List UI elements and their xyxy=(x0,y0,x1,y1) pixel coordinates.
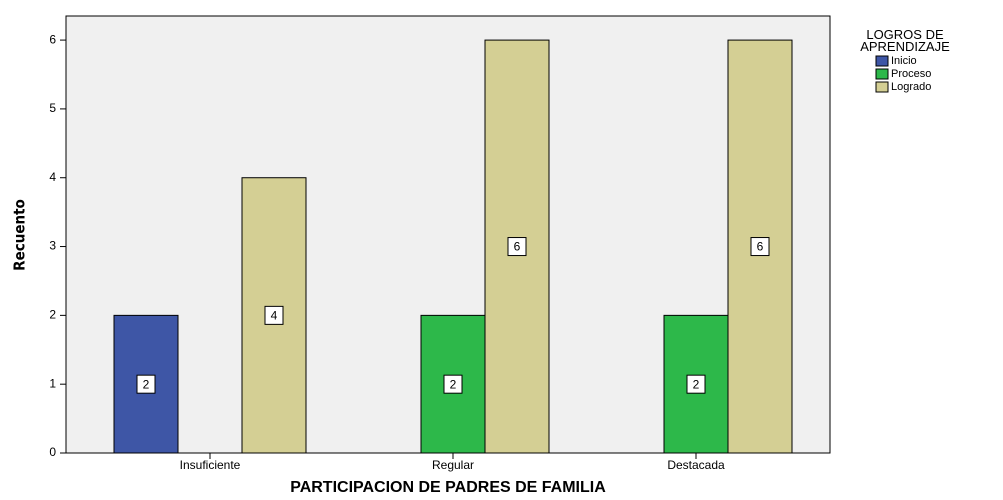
y-tick-label: 4 xyxy=(49,170,56,184)
legend-swatch xyxy=(875,81,889,93)
legend-label: Inicio xyxy=(891,55,917,67)
x-axis-title: PARTICIPACION DE PADRES DE FAMILIA xyxy=(290,479,606,496)
y-tick-label: 1 xyxy=(49,376,56,390)
legend-label: Proceso xyxy=(891,68,931,80)
value-label-box xyxy=(136,374,156,394)
y-tick-label: 0 xyxy=(49,445,56,459)
x-tick-label: Regular xyxy=(432,458,474,472)
y-tick-label: 6 xyxy=(49,32,56,46)
x-tick-label: Destacada xyxy=(667,458,725,472)
value-label: 2 xyxy=(143,377,150,391)
legend-swatch xyxy=(875,55,889,67)
x-tick-label: Insuficiente xyxy=(180,458,241,472)
value-label: 6 xyxy=(514,240,521,254)
legend-swatch xyxy=(875,68,889,80)
value-label: 6 xyxy=(757,240,764,254)
y-axis-title: Recuento xyxy=(11,199,29,271)
y-tick-label: 3 xyxy=(49,239,56,253)
legend-label: Logrado xyxy=(891,81,931,93)
y-tick-label: 5 xyxy=(49,101,56,115)
value-label: 2 xyxy=(693,377,700,391)
value-label-box xyxy=(264,305,284,325)
legend-title: LOGROS DE APRENDIZAJE xyxy=(860,27,950,54)
value-label: 4 xyxy=(271,309,278,323)
value-label-box xyxy=(507,237,527,257)
value-label-box xyxy=(686,374,706,394)
value-label-box xyxy=(750,237,770,257)
value-label-box xyxy=(443,374,463,394)
y-tick-label: 2 xyxy=(49,308,56,322)
value-label: 2 xyxy=(450,377,457,391)
